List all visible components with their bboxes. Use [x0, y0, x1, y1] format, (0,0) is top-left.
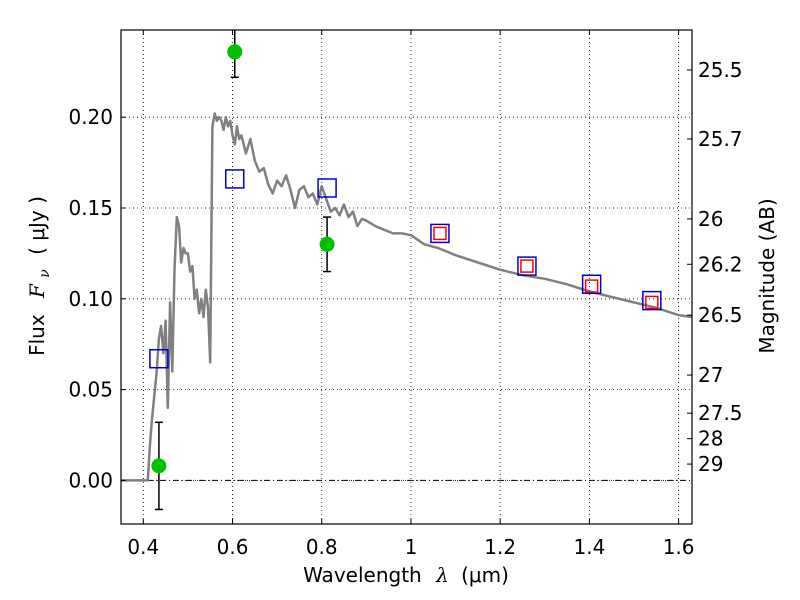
y-axis-symbol: F: [25, 283, 49, 299]
y-axis-label: Flux: [25, 314, 49, 356]
y2-tick-label: 26.2: [698, 252, 743, 276]
y2-tick-label: 27.5: [698, 401, 743, 425]
y-tick-label: 0.15: [68, 196, 113, 220]
y-axis-unit: ( μJy ): [25, 196, 49, 255]
green-data-point: [227, 44, 243, 60]
x-tick-label: 0.4: [127, 535, 159, 559]
y-axis-subscript: ν: [37, 269, 53, 278]
template-spectrum-line: [121, 112, 693, 482]
y2-tick-label: 26.5: [698, 303, 743, 327]
x-tick-label: 1.4: [573, 535, 605, 559]
blue-square-marker: [225, 169, 245, 189]
blue-square-marker: [149, 348, 169, 369]
x-axis-label: Wavelength: [303, 563, 422, 587]
red-square-marker: [645, 295, 659, 310]
red-square-marker: [433, 226, 447, 241]
x-axis-title: Wavelength λ (μm): [303, 563, 509, 587]
green-data-point: [151, 458, 167, 474]
x-tick-label: 1: [405, 535, 418, 559]
plot-frame: [120, 29, 693, 525]
green-data-point: [319, 236, 335, 252]
y2-tick-label: 29: [698, 452, 723, 476]
x-tick-label: 0.6: [217, 535, 249, 559]
y2-tick-label: 25.7: [698, 127, 743, 151]
x-axis-symbol: λ: [435, 563, 449, 587]
y2-axis-title: Magnitude (AB): [755, 198, 779, 353]
red-square-marker: [584, 279, 599, 293]
blue-square-marker: [317, 178, 337, 198]
y-tick-label: 0.00: [68, 468, 113, 492]
y2-tick-label: 27: [698, 363, 723, 387]
x-tick-label: 1.6: [663, 535, 695, 559]
x-tick-label: 0.8: [306, 535, 338, 559]
y-tick-label: 0.10: [68, 287, 113, 311]
y-axis-title: Flux F ν ( μJy ): [25, 196, 54, 356]
plot-area: [121, 30, 693, 511]
blue-square-marker: [642, 290, 662, 311]
blue-square-marker: [430, 223, 450, 244]
blue-square-marker: [517, 256, 537, 276]
y-tick-label: 0.20: [68, 105, 113, 129]
red-square-marker: [520, 259, 534, 273]
axis-ticks: 0.4 0.6 0.8 1 1.2 1.4 1.6 0.00 0.05 0.10 0.15 0.20 2…: [68, 30, 743, 559]
y-tick-label: 0.05: [68, 378, 113, 402]
x-axis-unit: (μm): [461, 563, 509, 587]
x-tick-label: 1.2: [484, 535, 516, 559]
y2-tick-label: 26: [698, 207, 723, 231]
y2-tick-label: 28: [698, 427, 723, 451]
blue-square-marker: [581, 274, 602, 295]
y2-tick-label: 25.5: [698, 58, 743, 82]
